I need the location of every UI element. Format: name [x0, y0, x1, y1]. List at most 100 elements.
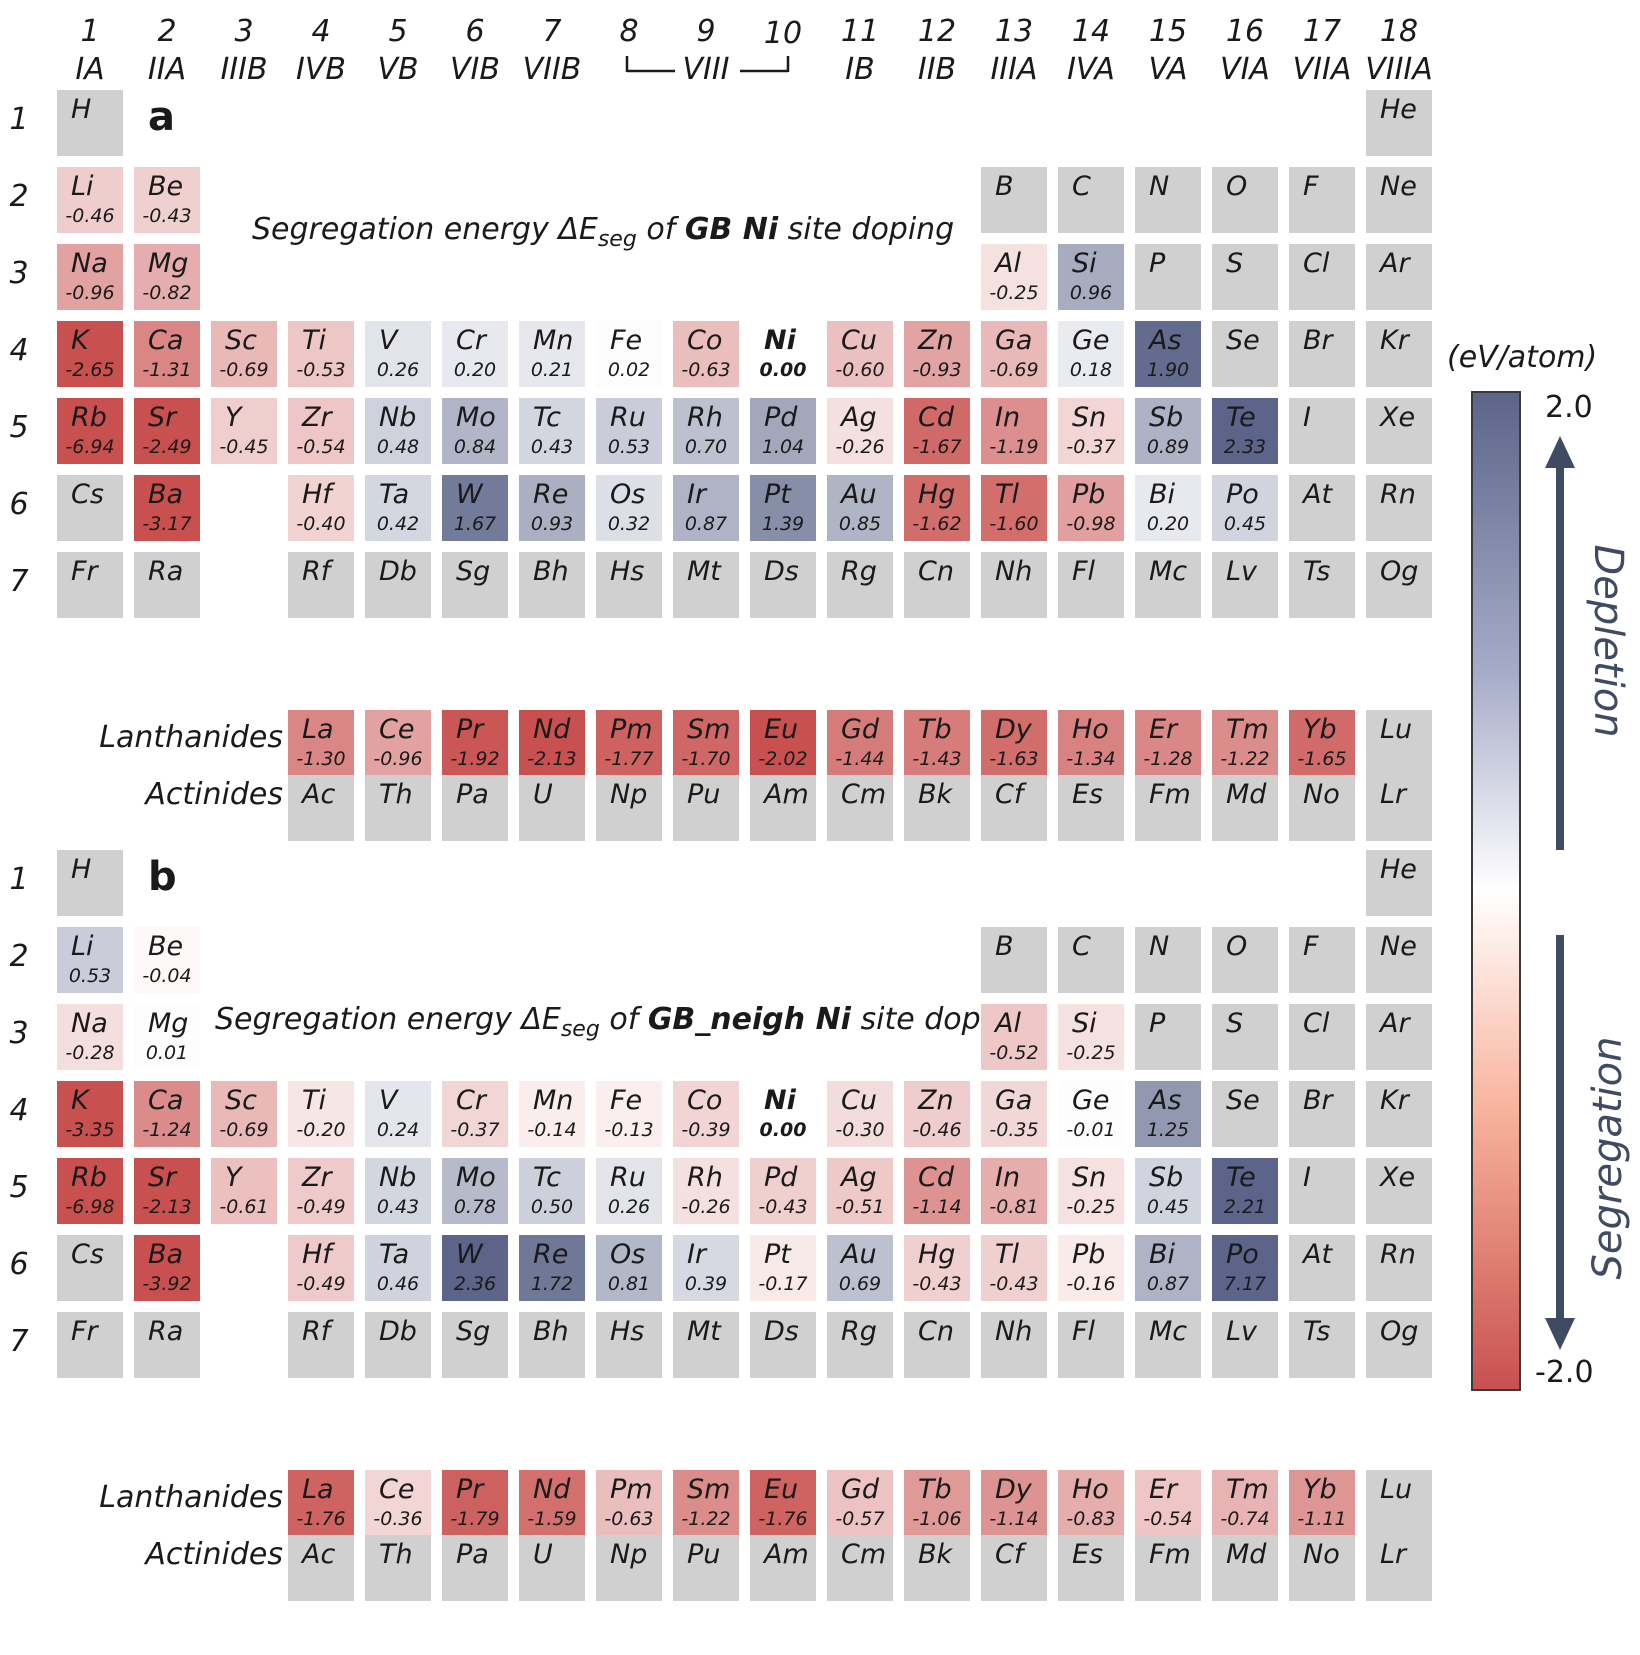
element-symbol: Te [1226, 402, 1256, 433]
element-symbol: Pt [764, 1239, 791, 1270]
element-value: -1.22 [681, 1508, 731, 1530]
panel-letter-a: a [148, 94, 175, 140]
element-value: 0.50 [530, 1196, 574, 1218]
element-symbol: Te [1226, 1162, 1256, 1193]
element-value: -1.70 [681, 748, 731, 770]
element-cell-f-b: F [1289, 927, 1355, 993]
caption-suffix: site doping [778, 212, 955, 247]
element-cell-er-a: Er -1.28 [1135, 710, 1201, 776]
element-cell-sn-b: Sn -0.25 [1058, 1158, 1124, 1224]
element-cell-mo-a: Mo 0.84 [442, 398, 508, 464]
element-value: -0.45 [219, 436, 269, 458]
element-value: -1.28 [1143, 748, 1193, 770]
element-value: 7.17 [1223, 1273, 1267, 1295]
element-cell-ba-a: Ba -3.17 [134, 475, 200, 541]
element-cell-bi-b: Bi 0.87 [1135, 1235, 1201, 1301]
group-number-6: 6 [465, 14, 485, 49]
element-symbol: Cd [918, 402, 954, 433]
element-cell-db-b: Db [365, 1312, 431, 1378]
element-cell-f-a: F [1289, 167, 1355, 233]
element-cell-mo-b: Mo 0.78 [442, 1158, 508, 1224]
element-cell-co-a: Co -0.63 [673, 321, 739, 387]
element-value: 0.84 [453, 436, 497, 458]
element-symbol: Si [1072, 248, 1097, 279]
element-cell-bk-a: Bk [904, 775, 970, 841]
element-symbol: N [1149, 931, 1170, 962]
element-symbol: Os [610, 479, 646, 510]
element-cell-ca-b: Ca -1.24 [134, 1081, 200, 1147]
element-cell-po-a: Po 0.45 [1212, 475, 1278, 541]
element-cell-cm-b: Cm [827, 1535, 893, 1601]
element-value: -1.79 [450, 1508, 500, 1530]
element-symbol: Pm [610, 714, 653, 745]
element-cell-np-a: Np [596, 775, 662, 841]
element-symbol: Th [379, 779, 413, 810]
element-cell-pm-b: Pm -0.63 [596, 1470, 662, 1536]
element-symbol: Cf [995, 779, 1024, 810]
group-roman-12: IIB [917, 52, 957, 87]
element-symbol: Cu [841, 325, 877, 356]
actinides-label-a: Actinides [145, 777, 283, 812]
element-cell-tc-a: Tc 0.43 [519, 398, 585, 464]
element-value: -1.76 [296, 1508, 346, 1530]
element-cell-mg-b: Mg 0.01 [134, 1004, 200, 1070]
element-cell-la-a: La -1.30 [288, 710, 354, 776]
element-cell-k-a: K -2.65 [57, 321, 123, 387]
element-value: -0.49 [296, 1196, 346, 1218]
element-value: 0.26 [376, 359, 420, 381]
element-cell-cr-a: Cr 0.20 [442, 321, 508, 387]
element-symbol: Sn [1072, 1162, 1107, 1193]
element-symbol: Rb [71, 1162, 107, 1193]
element-cell-w-a: W 1.67 [442, 475, 508, 541]
element-symbol: Se [1226, 1085, 1260, 1116]
element-symbol: Li [71, 171, 94, 202]
element-symbol: Au [841, 479, 877, 510]
element-symbol: Po [1226, 1239, 1259, 1270]
element-symbol: Tb [918, 1474, 952, 1505]
element-symbol: I [1303, 402, 1311, 433]
element-symbol: Db [379, 1316, 417, 1347]
element-symbol: Fr [71, 556, 98, 587]
colorbar-unit: (eV/atom) [1447, 340, 1598, 375]
element-cell-ru-b: Ru 0.26 [596, 1158, 662, 1224]
group-number-15: 15 [1148, 14, 1188, 49]
element-value: -0.46 [65, 205, 115, 227]
element-value: -1.67 [912, 436, 962, 458]
element-cell-ce-a: Ce -0.96 [365, 710, 431, 776]
element-symbol: Tb [918, 714, 952, 745]
group-roman-2: IIA [147, 52, 187, 87]
element-cell-ba-b: Ba -3.92 [134, 1235, 200, 1301]
element-symbol: Xe [1380, 402, 1416, 433]
element-cell-u-a: U [519, 775, 585, 841]
element-value: -0.98 [1066, 513, 1116, 535]
period-label-5-b: 5 [9, 1170, 29, 1205]
element-symbol: Ni [764, 325, 796, 356]
element-value: 0.21 [530, 359, 574, 381]
element-symbol: Rg [841, 1316, 877, 1347]
element-value: -1.34 [1066, 748, 1116, 770]
element-cell-dy-b: Dy -1.14 [981, 1470, 1047, 1536]
element-symbol: Dy [995, 714, 1032, 745]
group-roman-15: VA [1148, 52, 1188, 87]
lanthanides-label-b: Lanthanides [99, 1480, 283, 1515]
element-symbol: Sr [148, 1162, 177, 1193]
element-symbol: Co [687, 325, 723, 356]
element-cell-tm-a: Tm -1.22 [1212, 710, 1278, 776]
element-cell-li-b: Li 0.53 [57, 927, 123, 993]
element-cell-mt-b: Mt [673, 1312, 739, 1378]
element-cell-se-b: Se [1212, 1081, 1278, 1147]
element-symbol: Zn [918, 325, 954, 356]
element-symbol: Pb [1072, 479, 1106, 510]
element-value: -0.49 [296, 1273, 346, 1295]
element-symbol: He [1380, 94, 1417, 125]
element-cell-rb-a: Rb -6.94 [57, 398, 123, 464]
element-value: -0.28 [65, 1042, 115, 1064]
element-symbol: Ni [764, 1085, 796, 1116]
element-symbol: Au [841, 1239, 877, 1270]
element-symbol: No [1303, 1539, 1340, 1570]
element-cell-og-a: Og [1366, 552, 1432, 618]
element-symbol: Cm [841, 779, 887, 810]
element-cell-pb-b: Pb -0.16 [1058, 1235, 1124, 1301]
element-value: 0.39 [684, 1273, 728, 1295]
element-cell-at-a: At [1289, 475, 1355, 541]
